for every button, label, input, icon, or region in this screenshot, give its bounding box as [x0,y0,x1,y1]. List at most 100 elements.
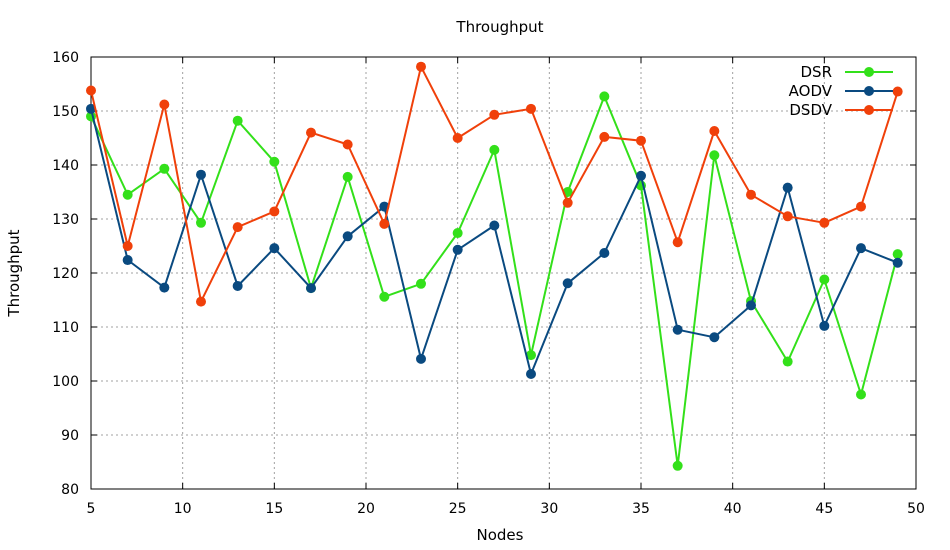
data-point-dsdv [122,241,133,251]
data-point-dsdv [636,135,646,146]
data-point-dsdv [306,127,316,138]
series-dsdv [86,61,903,307]
data-point-dsr [892,249,903,260]
series-dsr [86,91,903,471]
data-point-aodv [526,368,536,379]
axis-ticks [90,56,917,490]
data-point-aodv [269,243,280,254]
y-tick-label: 80 [61,482,79,498]
x-tick-label: 20 [357,501,375,517]
x-tick-label: 5 [87,501,96,517]
data-point-dsdv [672,237,683,248]
data-point-aodv [892,257,903,268]
data-point-aodv [232,280,243,291]
series-aodv [86,103,903,379]
x-tick-label: 45 [815,501,833,517]
data-point-aodv [672,324,683,335]
data-point-dsr [709,150,720,161]
x-tick-label: 50 [907,501,925,517]
data-point-aodv [856,243,866,254]
x-tick-label: 40 [724,501,742,517]
data-point-dsdv [86,85,96,96]
y-axis-label: Throughput [5,229,23,317]
data-point-aodv [306,283,316,294]
data-point-dsr [416,278,426,289]
y-tick-label: 130 [52,212,79,228]
data-point-aodv [562,278,573,289]
x-tick-label: 30 [540,501,558,517]
data-point-aodv [416,353,426,364]
data-point-aodv [709,332,720,343]
data-point-aodv [819,320,830,331]
data-point-dsr [526,350,536,361]
data-point-dsr [856,389,866,400]
data-point-dsdv [232,222,243,233]
chart-title: Throughput [455,18,543,36]
data-point-aodv [86,103,96,114]
legend-marker-dsdv [864,105,874,115]
y-tick-label: 150 [52,104,79,120]
data-point-dsr [599,91,610,102]
y-tick-label: 160 [52,50,79,66]
data-point-aodv [452,244,463,255]
data-point-dsdv [489,109,500,120]
data-point-dsdv [819,217,830,228]
data-point-aodv [122,255,133,266]
data-point-dsr [122,189,133,200]
data-point-dsdv [269,206,280,217]
legend-label-dsr: DSR [801,63,833,81]
data-point-dsdv [379,218,390,229]
data-point-aodv [746,300,756,311]
y-tick-label: 120 [52,266,79,282]
data-point-aodv [636,170,646,181]
data-point-dsdv [856,201,866,212]
series-layer [86,61,903,471]
data-point-aodv [159,282,170,293]
x-tick-label: 10 [174,501,192,517]
data-point-dsdv [746,189,756,200]
y-tick-label: 100 [52,374,79,390]
data-point-dsdv [526,103,536,114]
data-point-dsr [489,144,500,155]
data-point-dsdv [892,86,903,97]
data-point-dsdv [452,133,463,143]
y-tick-label: 90 [61,428,79,444]
data-point-aodv [782,182,793,193]
data-point-dsdv [196,296,206,307]
data-point-dsr [196,217,206,228]
data-point-dsr [232,115,243,126]
data-point-dsdv [599,131,610,142]
y-tick-label: 140 [52,158,79,174]
y-tick-label: 110 [52,320,79,336]
data-point-dsr [672,460,683,471]
data-point-dsdv [159,99,170,110]
series-line-dsdv [90,65,899,303]
y-tick-labels: 80 90 100 110 120 130 140 150 160 [52,50,79,498]
x-tick-label: 25 [449,501,467,517]
data-point-dsr [782,356,793,367]
data-point-aodv [196,169,206,180]
data-point-dsdv [709,125,720,136]
data-point-dsdv [562,197,573,208]
x-tick-label: 35 [632,501,650,517]
data-point-dsr [452,228,463,239]
legend-marker-aodv [864,86,874,96]
legend-label-aodv: AODV [789,82,833,100]
data-point-dsr [159,163,170,174]
data-point-dsdv [342,139,353,150]
data-point-dsr [342,171,353,182]
data-point-dsdv [416,61,426,72]
data-point-dsr [819,274,830,285]
data-point-aodv [489,220,500,231]
data-point-aodv [599,248,610,259]
data-point-dsr [269,156,280,167]
data-point-aodv [342,231,353,242]
data-point-dsdv [782,211,793,222]
x-tick-label: 15 [265,501,283,517]
x-tick-labels: 5 10 15 20 25 30 35 40 45 50 [87,501,925,517]
data-point-dsr [379,291,390,302]
x-axis-label: Nodes [477,526,524,544]
legend-marker-dsr [864,67,874,77]
